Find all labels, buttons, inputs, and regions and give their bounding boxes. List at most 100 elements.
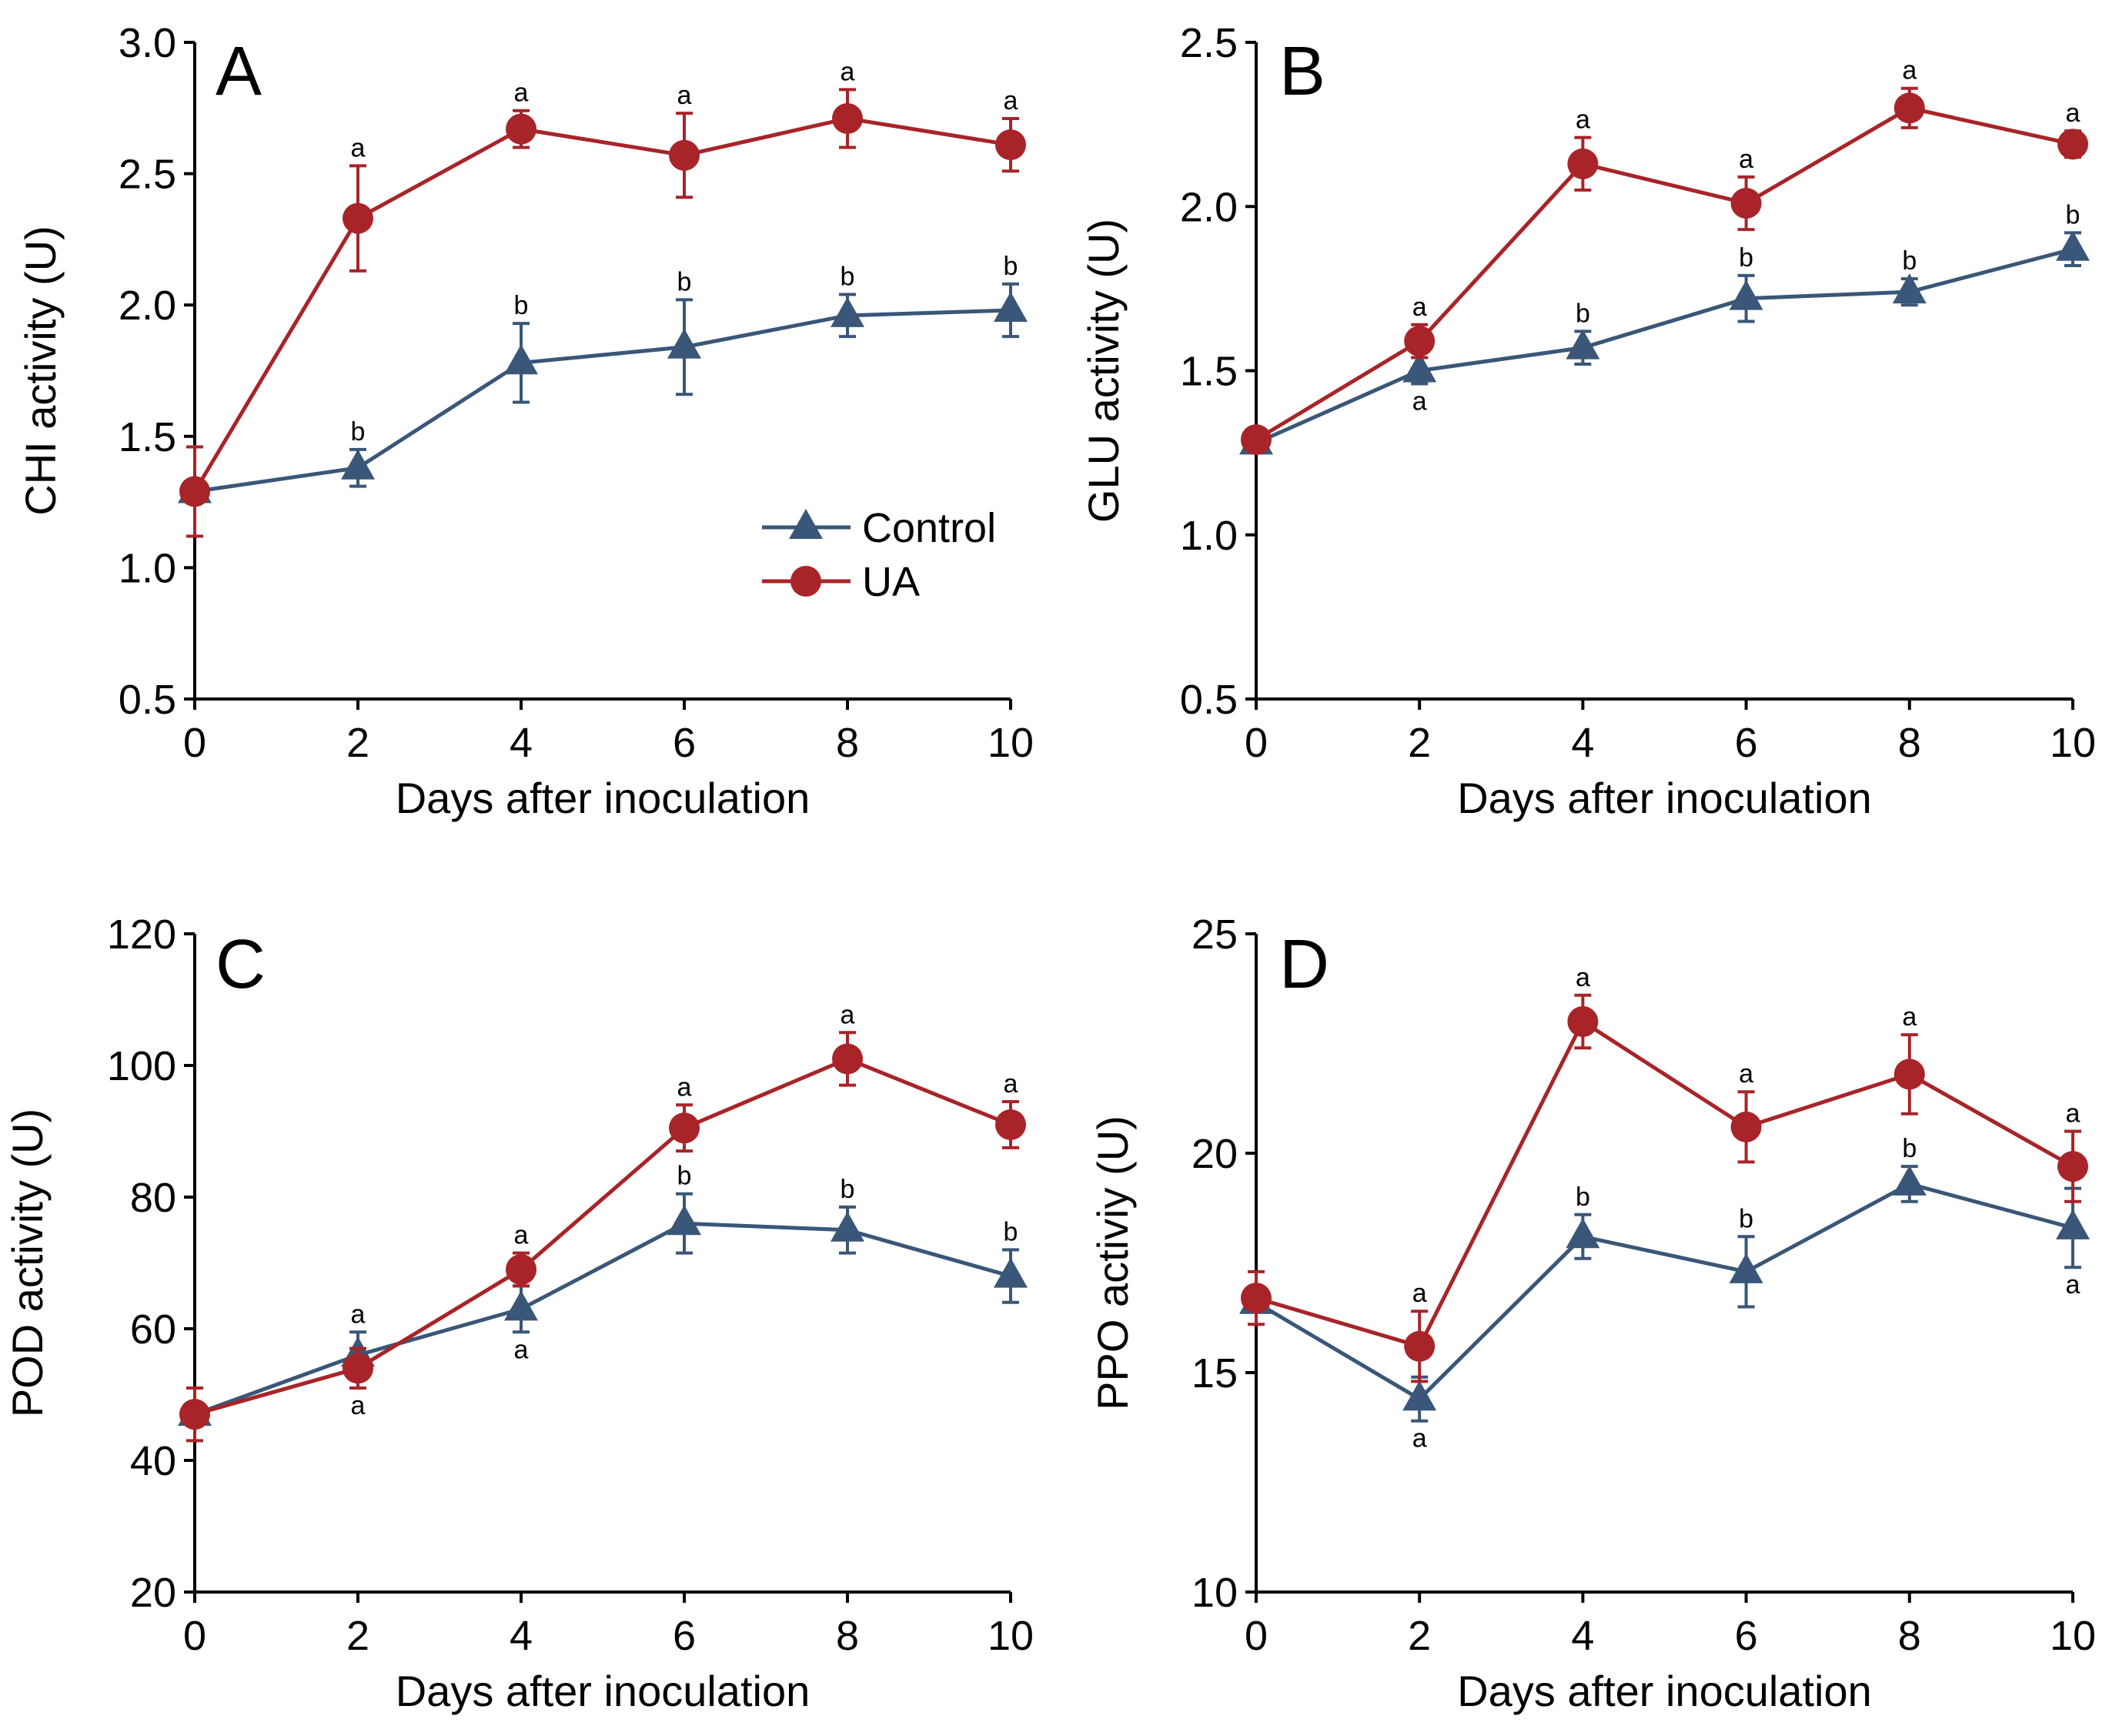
x-tick-label: 4	[510, 1613, 533, 1659]
significance-label: b	[677, 1162, 692, 1191]
y-tick-label: 60	[130, 1306, 176, 1353]
data-point-control	[341, 449, 375, 480]
legend-item-ua: UA	[762, 559, 920, 605]
y-tick-label: 1.5	[1180, 349, 1238, 395]
x-axis-title: Days after inoculation	[1457, 774, 1872, 822]
y-axis-title: POD activity (U)	[3, 1109, 52, 1417]
data-point-ua	[669, 139, 700, 171]
significance-label: a	[841, 57, 855, 86]
data-point-ua	[1404, 1330, 1436, 1362]
data-point-control	[994, 1257, 1028, 1288]
y-tick-label: 20	[1192, 1131, 1238, 1177]
series-line	[1255, 105, 2074, 442]
data-point-ua	[995, 129, 1026, 161]
x-tick-label: 10	[2050, 1613, 2096, 1659]
data-point-ua	[506, 113, 536, 145]
y-tick-label: 0.5	[119, 677, 176, 723]
x-tick-label: 6	[1735, 1613, 1758, 1659]
x-tick-label: 8	[836, 720, 859, 766]
x-tick-label: 8	[836, 1613, 859, 1659]
significance-label: a	[1412, 1279, 1427, 1308]
significance-label: a	[1004, 1069, 1018, 1099]
significance-label: b	[351, 417, 366, 447]
y-tick-label: 1.0	[119, 545, 176, 591]
data-point-ua	[179, 1399, 210, 1430]
y-tick-label: 0.5	[1180, 677, 1238, 723]
panel-a: 0.5 1.0 1.5 2.0 2.5 3.0 0 2 4 6 8 10 Days after inoc…	[16, 20, 1034, 822]
significance-label: b	[1004, 1217, 1018, 1246]
significance-label: a	[677, 81, 692, 110]
x-tick-label: 6	[673, 1613, 696, 1659]
significance-label: a	[351, 1391, 366, 1420]
y-tick-label: 100	[107, 1043, 176, 1089]
data-point-control	[831, 296, 864, 327]
data-point-ua	[343, 1353, 373, 1384]
significance-label: a	[351, 133, 366, 162]
significance-label: b	[677, 267, 692, 296]
x-axis-title: Days after inoculation	[396, 1667, 811, 1715]
data-point-control	[831, 1211, 864, 1242]
x-tick-label: 10	[988, 1613, 1034, 1659]
significance-label: a	[1004, 86, 1018, 115]
data-point-control	[1566, 329, 1600, 360]
x-tick-label: 2	[346, 720, 369, 766]
data-point-ua	[1567, 1006, 1599, 1037]
significance-label: a	[1902, 1002, 1917, 1032]
data-point-control	[504, 344, 538, 375]
legend-label: Control	[862, 505, 996, 551]
data-point-ua	[832, 1043, 863, 1075]
x-tick-label: 2	[346, 1613, 369, 1659]
x-tick-label: 4	[1571, 720, 1594, 766]
significance-label: a	[2066, 99, 2081, 128]
data-point-control	[1566, 1218, 1600, 1249]
significance-label: a	[2066, 1270, 2081, 1299]
significance-label: a	[1412, 1424, 1427, 1453]
y-tick-label: 2.5	[1180, 20, 1238, 66]
y-tick-label: 3.0	[119, 20, 176, 66]
panel-letter: C	[216, 926, 266, 1003]
y-tick-label: 1.5	[119, 414, 176, 460]
data-point-ua	[669, 1112, 700, 1144]
y-tick-label: 2.0	[1180, 184, 1238, 230]
y-axis-title: GLU activity (U)	[1079, 219, 1128, 523]
significance-label: b	[1004, 252, 1018, 281]
data-point-ua	[995, 1109, 1026, 1140]
series-line	[1255, 247, 2074, 445]
significance-label: a	[1412, 293, 1427, 322]
data-point-control	[2056, 1209, 2090, 1239]
data-point-control	[1729, 1253, 1763, 1283]
x-tick-label: 0	[183, 1613, 206, 1659]
significance-label: a	[351, 1299, 366, 1329]
y-tick-label: 80	[130, 1175, 176, 1221]
significance-label: b	[1576, 1182, 1590, 1212]
series-line	[192, 116, 1011, 493]
x-tick-label: 2	[1408, 720, 1431, 766]
data-point-ua	[1567, 148, 1599, 179]
panel-letter: A	[216, 33, 262, 110]
data-point-control	[1729, 279, 1763, 310]
legend-item-control: Control	[762, 505, 996, 551]
x-tick-label: 10	[988, 720, 1034, 766]
data-point-ua	[1730, 187, 1762, 219]
significance-label: a	[1576, 105, 1590, 135]
significance-label: a	[514, 1221, 529, 1250]
x-axis-title: Days after inoculation	[1457, 1667, 1872, 1715]
y-tick-label: 40	[130, 1438, 176, 1484]
data-point-ua	[506, 1254, 536, 1286]
data-point-ua	[1730, 1111, 1762, 1142]
series-line	[194, 1221, 1011, 1417]
significance-label: b	[1739, 243, 1753, 273]
data-point-ua	[2057, 1151, 2088, 1182]
x-tick-label: 2	[1408, 1613, 1431, 1659]
series-line	[194, 1056, 1011, 1417]
series-line	[1255, 1019, 2074, 1349]
data-point-ua	[1404, 326, 1436, 357]
x-tick-label: 0	[183, 720, 206, 766]
series-control: a b b b b	[1239, 200, 2090, 455]
x-tick-label: 0	[1245, 1613, 1268, 1659]
data-point-ua	[2057, 129, 2088, 160]
series-control: a b b b a	[1239, 1134, 2090, 1453]
x-tick-label: 10	[2050, 720, 2096, 766]
panel-letter: B	[1279, 33, 1325, 110]
